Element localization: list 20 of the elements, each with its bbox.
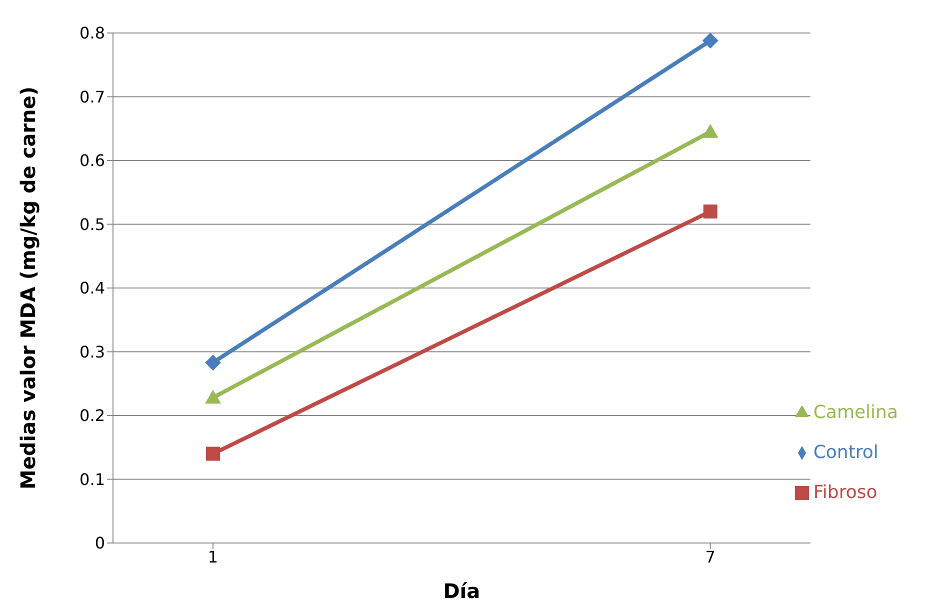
x-axis-title: Día	[443, 579, 480, 603]
legend-label: Camelina	[813, 402, 898, 423]
point	[703, 204, 718, 218]
legend-label: Control	[813, 442, 878, 463]
y-tick-label: 0.3	[80, 342, 105, 362]
y-tick-label: 0.6	[80, 151, 105, 170]
y-tick-label: 0.7	[80, 87, 105, 106]
y-tick-label: 0.5	[80, 214, 105, 234]
point	[206, 446, 220, 461]
y-tick-label: 0	[94, 534, 105, 553]
y-tick-label: 0.8	[80, 24, 105, 43]
y-tick-label: 0.2	[80, 406, 105, 426]
point	[702, 33, 718, 49]
y-tick-label: 0.1	[80, 470, 105, 489]
y-tick-label: 0.4	[80, 278, 105, 298]
legend-label: Fibroso	[813, 482, 878, 503]
point	[205, 354, 221, 371]
x-tick-label: 7	[705, 547, 716, 566]
x-tick-label: 1	[208, 547, 218, 566]
y-axis-title: Medias valor MDA (mg/kg de carne)	[16, 86, 40, 490]
